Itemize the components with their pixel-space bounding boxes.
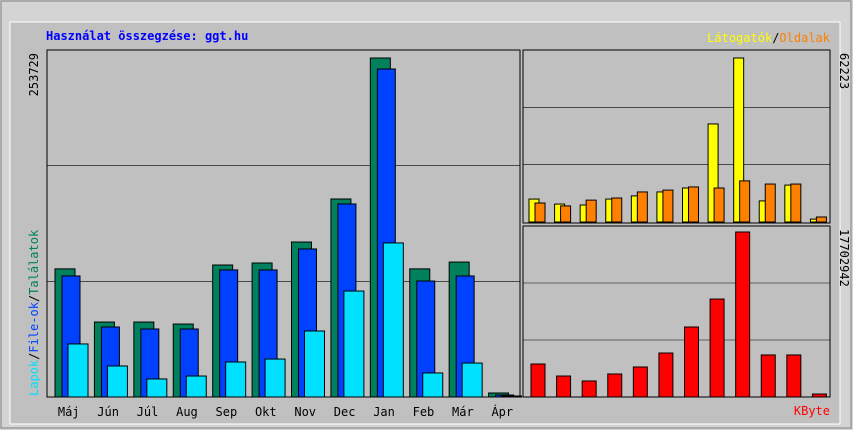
x-tick-label: Dec	[334, 405, 356, 419]
bar	[636, 191, 648, 223]
x-tick-label: Nov	[294, 405, 316, 419]
x-tick-label: Máj	[58, 405, 80, 419]
legend-entry: Látogatók	[707, 31, 773, 45]
bar	[811, 393, 827, 398]
x-tick-label: Ápr	[491, 404, 513, 419]
bar	[607, 373, 623, 398]
bar	[264, 358, 286, 398]
legend-entry: Találatok	[27, 229, 41, 295]
legend: Látogatók/Oldalak	[707, 31, 831, 45]
bar	[581, 380, 597, 398]
legend-entry: Oldalak	[779, 31, 830, 45]
legend: Lapok/File-ok/Találatok	[27, 229, 41, 396]
bar	[735, 231, 751, 398]
separator: /	[27, 353, 41, 360]
panel-bottom-right	[522, 225, 831, 398]
chart-title: Használat összegzése: ggt.hu	[46, 29, 248, 43]
x-tick-label: Feb	[413, 405, 435, 419]
bar	[461, 362, 483, 398]
y-tick-label: 62223	[837, 53, 851, 89]
x-tick-label: Sep	[216, 405, 238, 419]
y-tick-label: 17702942	[837, 229, 851, 287]
bar	[815, 216, 827, 223]
bar	[764, 183, 776, 223]
bar	[713, 187, 725, 223]
x-tick-label: Júl	[137, 405, 159, 419]
bar	[658, 352, 674, 398]
bar	[632, 366, 648, 398]
x-tick-label: Jan	[373, 405, 395, 419]
bar	[501, 395, 523, 398]
bar	[733, 57, 745, 223]
x-tick-label: Okt	[255, 405, 277, 419]
bar	[225, 361, 247, 398]
bar	[585, 199, 597, 223]
bar	[611, 197, 623, 223]
bar	[343, 290, 365, 398]
panel-top-right	[522, 49, 831, 224]
bar	[106, 365, 128, 398]
bar	[684, 326, 699, 398]
bar	[707, 123, 719, 223]
bar	[760, 354, 776, 398]
bar	[422, 372, 444, 398]
bar	[556, 375, 572, 398]
bar	[146, 378, 168, 398]
bar	[790, 183, 802, 223]
bar	[739, 180, 751, 223]
bar	[534, 202, 546, 223]
bar	[185, 375, 207, 398]
x-tick-label: Aug	[176, 405, 198, 419]
bar	[304, 330, 325, 398]
legend-entry: KByte	[794, 404, 830, 418]
bar	[786, 354, 802, 398]
separator: /	[27, 295, 41, 302]
x-tick-label: Már	[452, 405, 474, 419]
legend-entry: Lapok	[27, 359, 41, 396]
separator: /	[772, 31, 779, 45]
bar	[382, 242, 404, 398]
bar	[709, 298, 725, 398]
x-tick-label: Jún	[97, 405, 119, 419]
bar	[662, 189, 674, 223]
bar	[67, 343, 89, 398]
legend-entry: File-ok	[27, 301, 41, 352]
bar	[688, 186, 699, 223]
panel-left	[46, 49, 521, 398]
bar	[530, 363, 546, 398]
y-tick-label: 253729	[27, 53, 41, 96]
bar	[560, 205, 572, 223]
